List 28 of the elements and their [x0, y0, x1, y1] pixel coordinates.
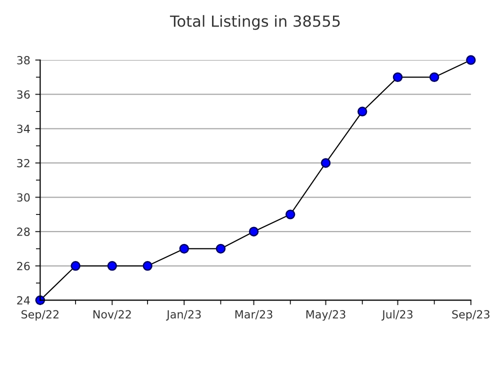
chart-title: Total Listings in 38555	[170, 15, 340, 30]
y-tick-label: 36	[17, 90, 30, 99]
x-tick-label: Jul/23	[382, 310, 412, 321]
x-tick-label: Jan/23	[166, 310, 201, 321]
point	[429, 72, 440, 82]
point	[248, 226, 259, 236]
point	[179, 244, 190, 254]
point	[216, 244, 226, 254]
y-tick-label: 32	[17, 158, 30, 168]
x-tick-label: Mar/23	[235, 310, 272, 320]
point	[285, 210, 296, 220]
x-tick-label: Nov/22	[93, 310, 131, 320]
y-tick-label: 38	[17, 56, 30, 64]
point	[357, 106, 368, 116]
x-tick-label: Sep/23	[452, 310, 490, 321]
y-tick-label: 26	[17, 262, 30, 270]
y-tick-label: 28	[17, 228, 30, 236]
point	[70, 261, 80, 271]
y-tick-label: 34	[17, 124, 30, 134]
point	[142, 261, 152, 271]
point	[392, 72, 403, 82]
point	[466, 55, 476, 65]
y-tick-label: 30	[17, 193, 30, 202]
point	[320, 158, 331, 168]
x-tick-label: May/23	[306, 310, 346, 321]
point	[107, 261, 118, 271]
x-tick-label: Sep/22	[22, 310, 58, 321]
y-tick-label: 24	[17, 296, 30, 304]
